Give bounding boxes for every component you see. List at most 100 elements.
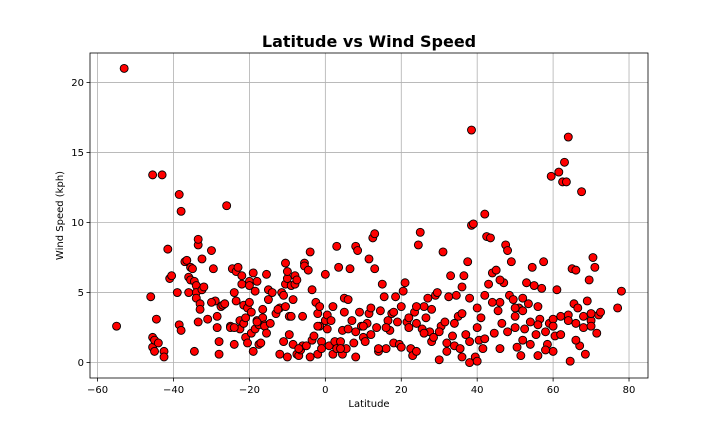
data-points: [112, 63, 626, 368]
y-tick-label: 0: [78, 358, 84, 369]
data-point: [112, 321, 122, 331]
data-point: [256, 338, 266, 348]
data-point: [503, 327, 513, 337]
data-point: [320, 269, 330, 279]
data-point: [467, 125, 476, 135]
data-point: [533, 351, 543, 361]
data-point: [172, 288, 182, 297]
data-point: [531, 330, 541, 340]
data-point: [434, 327, 444, 337]
data-point: [396, 302, 406, 312]
data-point: [157, 170, 167, 180]
data-point: [252, 317, 262, 327]
data-point: [286, 311, 296, 321]
data-point: [207, 297, 216, 307]
data-point: [476, 313, 486, 323]
data-point: [265, 318, 275, 328]
data-point: [343, 295, 353, 305]
data-point: [326, 316, 336, 326]
data-point: [353, 246, 363, 255]
data-point: [248, 346, 258, 356]
x-tick-label: −60: [87, 385, 108, 396]
data-point: [233, 262, 243, 272]
data-point: [404, 323, 414, 333]
data-point: [189, 346, 199, 356]
x-tick-label: 20: [395, 385, 408, 396]
data-point: [590, 262, 600, 272]
data-point: [510, 311, 520, 321]
data-point: [571, 265, 581, 275]
data-point: [193, 234, 203, 244]
x-axis-label: Latitude: [348, 399, 389, 410]
data-point: [411, 346, 421, 356]
data-point: [508, 295, 518, 305]
data-point: [510, 303, 520, 313]
data-point: [520, 324, 530, 334]
data-point: [282, 267, 292, 276]
data-point: [398, 286, 408, 296]
data-point: [427, 304, 437, 314]
data-point: [193, 317, 203, 327]
data-point: [413, 240, 423, 250]
data-point: [457, 282, 467, 292]
data-point: [421, 313, 431, 323]
data-point: [176, 325, 186, 335]
data-point: [262, 269, 271, 279]
data-point: [548, 321, 558, 331]
y-tick-label: 10: [71, 218, 84, 229]
data-point: [588, 253, 598, 262]
data-point: [480, 209, 490, 219]
data-point: [279, 337, 289, 347]
data-point: [451, 290, 461, 300]
data-point: [584, 275, 594, 285]
data-point: [214, 349, 224, 359]
data-point: [537, 283, 547, 293]
data-point: [400, 278, 410, 288]
data-point: [150, 346, 159, 356]
data-point: [381, 344, 391, 354]
data-point: [510, 323, 520, 333]
data-point: [442, 338, 452, 348]
plot-frame: [89, 52, 649, 379]
data-point: [579, 323, 588, 333]
data-point: [184, 288, 194, 297]
chart-title: Latitude vs Wind Speed: [262, 32, 476, 51]
data-point: [523, 299, 533, 309]
data-point: [465, 358, 475, 368]
data-point: [561, 177, 571, 187]
data-point: [220, 299, 230, 309]
data-point: [468, 219, 478, 229]
data-point: [195, 304, 205, 314]
data-point: [527, 262, 537, 272]
data-point: [411, 302, 421, 312]
data-point: [366, 303, 376, 313]
data-point: [506, 257, 516, 267]
data-point: [343, 324, 353, 334]
data-point: [167, 271, 177, 281]
data-point: [301, 341, 311, 351]
data-point: [275, 349, 285, 359]
x-tick-label: 80: [623, 385, 636, 396]
data-point: [279, 290, 289, 300]
data-point: [203, 314, 213, 324]
data-point: [518, 335, 528, 345]
data-point: [616, 286, 626, 296]
data-point: [163, 244, 173, 254]
data-point: [288, 295, 298, 305]
data-point: [554, 167, 564, 177]
data-point: [281, 258, 290, 268]
data-point: [237, 271, 247, 281]
data-point: [241, 313, 251, 323]
data-point: [478, 344, 488, 354]
data-point: [411, 318, 421, 328]
data-point: [563, 132, 573, 142]
data-point: [222, 201, 232, 211]
x-axis-ticks: −60 −40 −20 0 20 40 60 80: [87, 378, 635, 396]
data-point: [199, 282, 209, 292]
data-point: [292, 275, 302, 285]
data-point: [556, 311, 566, 321]
data-point: [174, 190, 184, 199]
data-point: [151, 314, 161, 324]
data-point: [563, 316, 573, 326]
